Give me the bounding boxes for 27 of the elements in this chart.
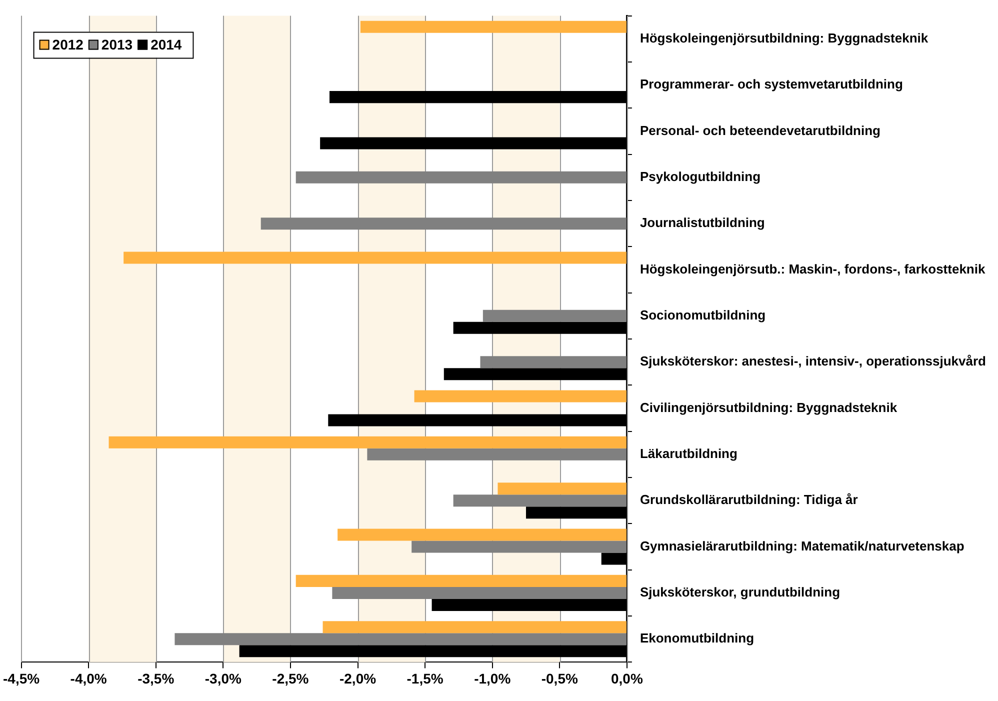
legend-label: 2014: [150, 36, 182, 53]
x-tick-label: -3,0%: [204, 670, 242, 686]
x-tick-label: -1,5%: [406, 670, 444, 686]
x-tick-label: 0,0%: [610, 670, 644, 686]
y-tick-label: Civilingenjörsutbildning: Byggnadsteknik: [640, 400, 898, 415]
y-tick-label: Sjuksköterskor, grundutbildning: [640, 584, 840, 600]
x-tick-label: -0,5%: [541, 670, 578, 686]
y-tick-label: Läkarutbildning: [640, 446, 738, 462]
legend-label: 2013: [101, 36, 133, 53]
y-tick-label: Personal- och beteendevetarutbildning: [640, 122, 881, 138]
y-tick-label: Gymnasielärarutbildning: Matematik/naturvetenskap: [640, 538, 964, 554]
y-tick-label: Sjuksköterskor: anestesi-, intensiv-, operationssjukvård: [640, 354, 986, 369]
x-tick-label: -2,5%: [272, 670, 310, 686]
y-tick-label: Grundskollärarutbildning: Tidiga år: [640, 492, 858, 508]
y-tick-label: Högskoleingenjörsutbildning: Byggnadsteknik: [640, 30, 929, 46]
y-tick-label: Högskoleingenjörsutb.: Maskin-, fordons-, farkostteknik: [640, 261, 986, 276]
legend-label: 2012: [52, 36, 84, 53]
y-tick-label: Psykologutbildning: [640, 168, 761, 184]
y-tick-label: Journalistutbildning: [640, 215, 765, 230]
x-tick-label: -2,0%: [339, 670, 377, 686]
y-tick-label: Ekonomutbildning: [640, 630, 754, 646]
x-tick-label: -4,5%: [2, 670, 40, 686]
y-tick-label: Socionomutbildning: [640, 307, 766, 322]
x-tick-label: -3,5%: [138, 670, 175, 686]
y-tick-label: Programmerar- och systemvetarutbildning: [640, 76, 903, 92]
x-tick-label: -4,0%: [70, 670, 108, 686]
x-tick-label: -1,0%: [474, 670, 512, 686]
